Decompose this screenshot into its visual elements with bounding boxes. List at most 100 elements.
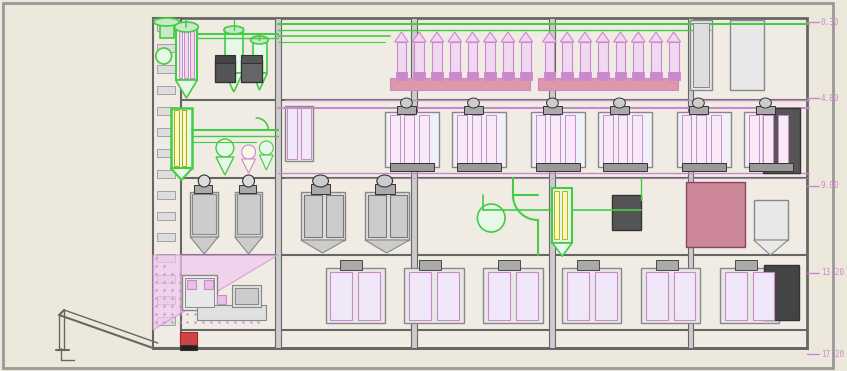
Bar bbox=[157, 107, 174, 115]
Bar bbox=[330, 272, 352, 320]
Bar bbox=[689, 106, 708, 114]
Bar bbox=[232, 285, 262, 307]
Bar bbox=[498, 260, 520, 270]
Bar bbox=[696, 115, 706, 163]
Bar bbox=[545, 42, 555, 72]
Bar bbox=[157, 44, 174, 52]
Bar bbox=[419, 260, 441, 270]
Bar bbox=[358, 272, 379, 320]
Bar bbox=[641, 268, 700, 323]
Bar bbox=[552, 188, 572, 243]
Polygon shape bbox=[552, 243, 572, 256]
Text: 0.30: 0.30 bbox=[821, 18, 839, 27]
Bar bbox=[390, 78, 529, 90]
Bar bbox=[457, 115, 467, 163]
Polygon shape bbox=[519, 32, 533, 42]
Bar bbox=[325, 268, 385, 323]
Bar bbox=[688, 18, 694, 348]
Bar bbox=[390, 163, 434, 171]
Polygon shape bbox=[259, 155, 274, 170]
Bar bbox=[598, 112, 652, 167]
Bar bbox=[669, 42, 678, 72]
Bar bbox=[153, 18, 807, 348]
Bar bbox=[544, 72, 556, 80]
Bar bbox=[185, 28, 188, 78]
Bar bbox=[516, 272, 538, 320]
Bar bbox=[235, 192, 263, 237]
Bar bbox=[617, 115, 628, 163]
Bar bbox=[157, 317, 174, 325]
Ellipse shape bbox=[174, 22, 198, 32]
Polygon shape bbox=[430, 32, 444, 42]
Polygon shape bbox=[395, 32, 408, 42]
Bar bbox=[753, 272, 774, 320]
Polygon shape bbox=[595, 32, 610, 42]
Bar bbox=[204, 280, 213, 289]
Bar bbox=[503, 42, 513, 72]
Bar bbox=[597, 72, 609, 80]
Ellipse shape bbox=[313, 175, 329, 187]
Bar bbox=[157, 254, 174, 262]
Bar bbox=[301, 192, 346, 240]
Bar bbox=[285, 106, 313, 161]
Bar bbox=[720, 268, 779, 323]
Bar bbox=[241, 60, 263, 82]
Ellipse shape bbox=[613, 98, 625, 108]
Bar bbox=[225, 28, 242, 73]
Text: 9.00: 9.00 bbox=[821, 181, 839, 190]
Bar bbox=[175, 25, 197, 80]
Bar bbox=[502, 72, 514, 80]
Bar bbox=[634, 42, 643, 72]
Bar bbox=[562, 42, 572, 72]
Bar bbox=[651, 42, 661, 72]
Bar bbox=[437, 272, 459, 320]
Bar bbox=[762, 108, 800, 173]
Bar bbox=[765, 265, 799, 320]
Ellipse shape bbox=[478, 204, 505, 232]
Bar bbox=[633, 72, 644, 80]
Polygon shape bbox=[613, 32, 628, 42]
Bar bbox=[457, 163, 501, 171]
Bar bbox=[340, 260, 362, 270]
Bar bbox=[194, 185, 212, 193]
Ellipse shape bbox=[154, 18, 180, 26]
Bar bbox=[180, 345, 197, 350]
Bar bbox=[616, 42, 625, 72]
Bar bbox=[778, 115, 789, 163]
Bar bbox=[562, 191, 567, 239]
Bar bbox=[170, 108, 192, 168]
Bar bbox=[252, 38, 268, 73]
Polygon shape bbox=[578, 32, 592, 42]
Bar bbox=[485, 42, 495, 72]
Polygon shape bbox=[153, 255, 278, 330]
Bar bbox=[749, 115, 759, 163]
Bar bbox=[538, 78, 678, 90]
Bar bbox=[451, 112, 506, 167]
Bar bbox=[450, 42, 460, 72]
Bar bbox=[431, 72, 443, 80]
Bar bbox=[311, 184, 330, 194]
Ellipse shape bbox=[468, 98, 479, 108]
Bar bbox=[409, 272, 431, 320]
Bar bbox=[667, 72, 679, 80]
Bar bbox=[551, 115, 560, 163]
Polygon shape bbox=[216, 157, 234, 175]
Ellipse shape bbox=[401, 98, 412, 108]
Ellipse shape bbox=[546, 98, 558, 108]
Bar bbox=[157, 86, 174, 94]
Bar bbox=[396, 72, 407, 80]
Bar bbox=[390, 195, 407, 237]
Bar bbox=[682, 163, 726, 171]
Bar bbox=[419, 115, 429, 163]
Bar bbox=[239, 185, 257, 193]
Ellipse shape bbox=[241, 145, 256, 159]
Bar bbox=[197, 305, 266, 320]
Bar bbox=[520, 72, 532, 80]
Bar bbox=[179, 28, 182, 78]
Bar bbox=[412, 18, 418, 348]
Bar bbox=[565, 115, 575, 163]
Ellipse shape bbox=[242, 175, 254, 187]
Polygon shape bbox=[631, 32, 645, 42]
Polygon shape bbox=[667, 32, 681, 42]
Bar bbox=[521, 42, 531, 72]
